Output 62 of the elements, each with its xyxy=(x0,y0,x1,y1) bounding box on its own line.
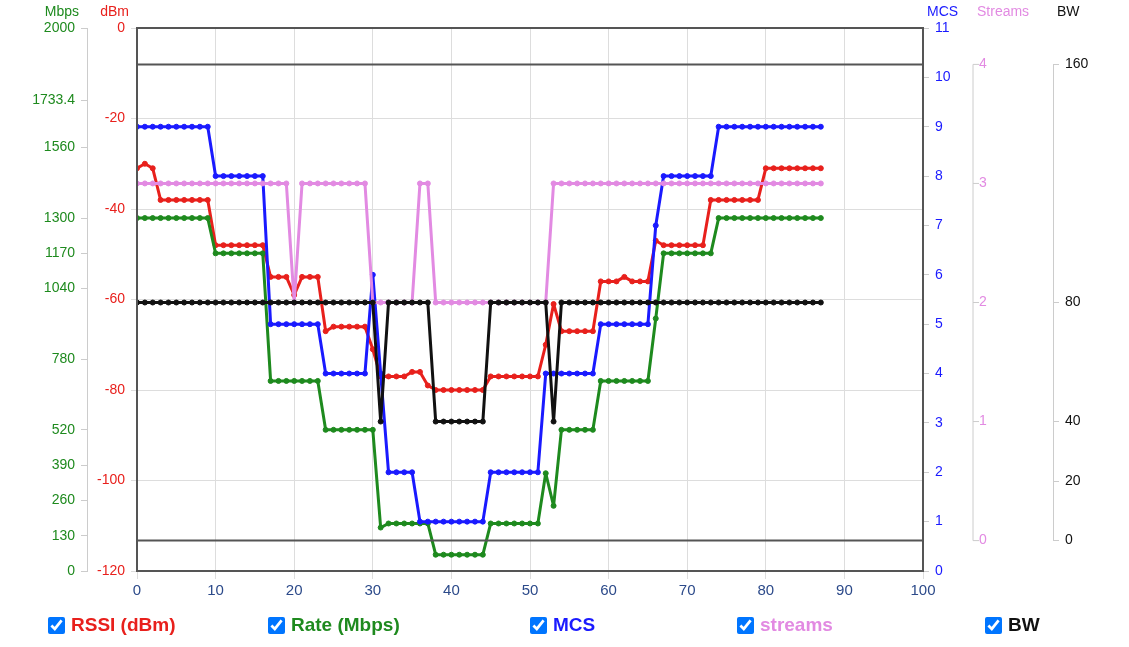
y2-tick-label: 520 xyxy=(51,420,76,437)
y3-tick-label: 1 xyxy=(935,512,943,529)
y-tick-label: -40 xyxy=(104,199,126,216)
x-tick-label: 20 xyxy=(285,581,303,599)
y2-tick-label: 40 xyxy=(1065,412,1081,429)
y3-tick-label: 0 xyxy=(935,561,943,578)
x-tick-label: 10 xyxy=(207,581,224,599)
x-tick-label: 100 xyxy=(910,581,936,599)
y3-tick-label: 4 xyxy=(935,364,943,381)
y3-tick-label: 10 xyxy=(935,68,951,85)
y-axis-title: dBm xyxy=(100,3,129,19)
y2-tick-label: 80 xyxy=(1065,293,1081,310)
x-tick-label: 0 xyxy=(132,581,142,599)
x-tick-label: 70 xyxy=(678,581,696,599)
x-tick-label: 30 xyxy=(364,581,382,599)
y2-tick-label: 1040 xyxy=(43,279,76,296)
y-tick-label: -60 xyxy=(104,290,126,307)
y3-tick-label: 9 xyxy=(935,117,943,134)
y2-tick-label: 20 xyxy=(1065,471,1081,488)
text: MCS xyxy=(553,614,596,636)
y2-axis-title: Mbps xyxy=(44,3,79,19)
y3-tick-label: 8 xyxy=(935,166,943,183)
y2-tick-label: 130 xyxy=(51,526,76,543)
y-axis-title: Streams xyxy=(977,3,1030,19)
y2-tick-label: 160 xyxy=(1065,55,1089,72)
x-tick-label: 40 xyxy=(443,581,460,599)
y3-tick-label: 7 xyxy=(935,216,943,233)
text: Rate (Mbps) xyxy=(291,614,400,636)
y3-tick-label: 5 xyxy=(935,315,943,332)
y-tick-label: -100 xyxy=(96,471,126,488)
y-tick-label: 1 xyxy=(979,412,987,429)
y2-axis-title: BW xyxy=(1057,3,1081,19)
x-tick-label: 50 xyxy=(521,581,539,599)
y2-tick-label: 1300 xyxy=(43,208,76,225)
y-tick-label: 2 xyxy=(979,293,987,310)
y-tick-label: 4 xyxy=(979,55,987,72)
y-tick-label: 0 xyxy=(117,18,126,35)
y2-tick-label: 0 xyxy=(67,561,76,578)
text: streams xyxy=(760,614,833,636)
y2-tick-label: 1170 xyxy=(44,244,76,261)
text: BW xyxy=(1008,614,1040,636)
y-tick-label: -80 xyxy=(104,380,126,397)
y2-tick-label: 0 xyxy=(1065,531,1073,548)
y-tick-label: -20 xyxy=(104,109,126,126)
y-tick-label: 0 xyxy=(979,531,987,548)
y2-tick-label: 260 xyxy=(51,491,76,508)
y3-tick-label: 3 xyxy=(935,413,943,430)
text: RSSI (dBm) xyxy=(71,614,176,636)
y2-tick-label: 1560 xyxy=(43,138,76,155)
y3-tick-label: 6 xyxy=(935,265,943,282)
x-tick-label: 80 xyxy=(757,581,775,599)
y3-tick-label: 2 xyxy=(935,463,943,480)
y3-tick-label: 11 xyxy=(935,18,950,35)
y-tick-label: -120 xyxy=(96,561,126,578)
x-tick-label: 90 xyxy=(836,581,853,599)
y2-tick-label: 2000 xyxy=(43,18,76,35)
y2-tick-label: 390 xyxy=(51,455,76,472)
y-tick-label: 3 xyxy=(979,174,987,191)
y2-tick-label: 1733.4 xyxy=(32,91,76,108)
y2-tick-label: 780 xyxy=(51,350,76,367)
x-tick-label: 60 xyxy=(600,581,617,599)
y3-axis-title: MCS xyxy=(927,3,959,19)
